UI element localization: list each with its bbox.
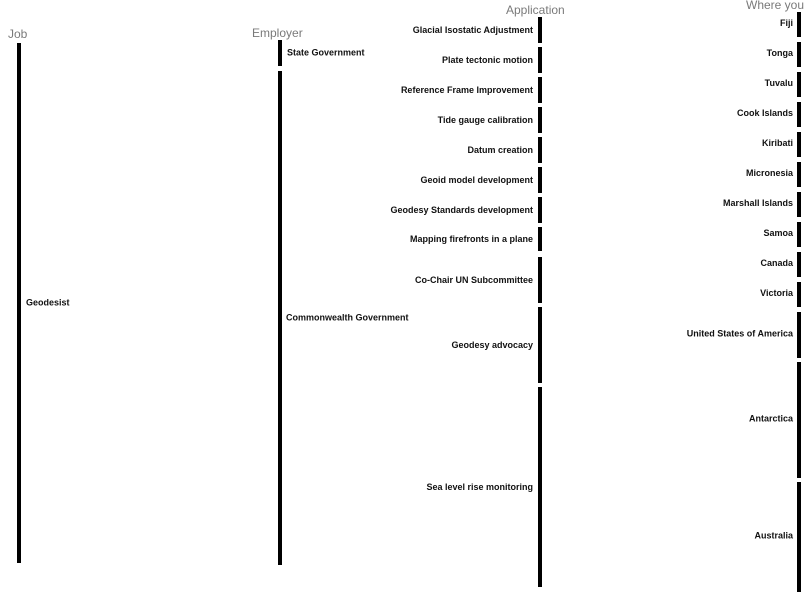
label-victoria: Victoria	[760, 288, 794, 298]
label-geodesy-standards-development: Geodesy Standards development	[390, 205, 533, 215]
link-tide-gauge-calibration-to-antarctica	[542, 107, 797, 455]
link-sea-level-rise-monitoring-to-tonga	[542, 42, 797, 444]
node-australia	[797, 482, 801, 592]
column-title-job: Job	[8, 27, 28, 41]
label-geodesy-advocacy: Geodesy advocacy	[451, 340, 533, 350]
node-geodesy-advocacy	[538, 307, 542, 383]
label-kiribati: Kiribati	[762, 138, 793, 148]
label-micronesia: Micronesia	[746, 168, 794, 178]
label-geodesist: Geodesist	[26, 297, 70, 307]
node-samoa	[797, 222, 801, 247]
label-glacial-isostatic-adjustment: Glacial Isostatic Adjustment	[413, 25, 533, 35]
node-micronesia	[797, 162, 801, 187]
node-co-chair-un-subcommittee	[538, 257, 542, 303]
node-datum-creation	[538, 137, 542, 163]
label-samoa: Samoa	[763, 228, 794, 238]
node-labels: Geodesist State Government Commonwealth Go…	[26, 18, 794, 541]
link-mapping-firefronts-in-a-plane-to-victoria	[542, 227, 797, 307]
node-mapping-firefronts-in-a-plane	[538, 227, 542, 251]
node-plate-tectonic-motion	[538, 47, 542, 73]
label-united-states-of-america: United States of America	[687, 328, 794, 338]
link-datum-creation-to-antarctica	[542, 137, 797, 478]
label-sea-level-rise-monitoring: Sea level rise monitoring	[426, 482, 533, 492]
node-kiribati	[797, 132, 801, 157]
label-mapping-firefronts-in-a-plane: Mapping firefronts in a plane	[410, 234, 533, 244]
node-cook-islands	[797, 102, 801, 127]
link-geodesist-to-commonwealth-government	[21, 71, 278, 565]
label-commonwealth-government: Commonwealth Government	[286, 312, 409, 322]
node-tuvalu	[797, 72, 801, 97]
column-title-place: Where you	[746, 0, 804, 12]
label-geoid-model-development: Geoid model development	[420, 175, 533, 185]
node-tonga	[797, 42, 801, 67]
label-fiji: Fiji	[780, 18, 793, 28]
column-title-application: Application	[506, 3, 565, 17]
node-tide-gauge-calibration	[538, 107, 542, 133]
link-geodesy-advocacy-to-australia	[542, 358, 797, 592]
label-co-chair-un-subcommittee: Co-Chair UN Subcommittee	[415, 275, 533, 285]
node-victoria	[797, 282, 801, 307]
label-tonga: Tonga	[767, 48, 794, 58]
link-sea-level-rise-monitoring-to-fiji	[542, 12, 797, 416]
link-co-chair-un-subcommittee-to-united-states-of-america	[542, 257, 797, 335]
node-antarctica	[797, 362, 801, 478]
links-application-place	[542, 12, 797, 592]
label-tuvalu: Tuvalu	[765, 78, 793, 88]
link-sea-level-rise-monitoring-to-micronesia	[542, 162, 797, 558]
node-geoid-model-development	[538, 167, 542, 193]
link-plate-tectonic-motion-to-antarctica	[542, 47, 797, 408]
column-title-employer: Employer	[252, 26, 303, 40]
link-geodesist-to-state-government	[21, 40, 278, 72]
label-datum-creation: Datum creation	[467, 145, 533, 155]
label-antarctica: Antarctica	[749, 413, 794, 423]
label-plate-tectonic-motion: Plate tectonic motion	[442, 55, 533, 65]
column-titles: Job Employer Application Where you	[8, 0, 804, 41]
node-state-government	[278, 40, 282, 66]
link-sea-level-rise-monitoring-to-marshall-islands	[542, 192, 797, 587]
link-reference-frame-improvement-to-antarctica	[542, 77, 797, 432]
node-commonwealth-government	[278, 71, 282, 565]
label-reference-frame-improvement: Reference Frame Improvement	[401, 85, 533, 95]
node-geodesist	[17, 43, 21, 563]
label-cook-islands: Cook Islands	[737, 108, 793, 118]
node-reference-frame-improvement	[538, 77, 542, 103]
node-geodesy-standards-development	[538, 197, 542, 223]
node-fiji	[797, 12, 801, 37]
label-tide-gauge-calibration: Tide gauge calibration	[438, 115, 533, 125]
node-glacial-isostatic-adjustment	[538, 17, 542, 43]
link-geodesy-advocacy-to-canada	[542, 252, 797, 332]
label-state-government: State Government	[287, 47, 365, 57]
label-marshall-islands: Marshall Islands	[723, 198, 793, 208]
node-sea-level-rise-monitoring	[538, 387, 542, 587]
links-employer-application	[282, 17, 538, 587]
node-bars	[17, 12, 801, 592]
node-united-states-of-america	[797, 312, 801, 358]
link-geodesy-standards-development-to-australia	[542, 197, 797, 537]
node-canada	[797, 252, 801, 277]
link-sea-level-rise-monitoring-to-cook-islands	[542, 102, 797, 501]
label-canada: Canada	[760, 258, 794, 268]
label-australia: Australia	[754, 530, 794, 540]
node-marshall-islands	[797, 192, 801, 217]
